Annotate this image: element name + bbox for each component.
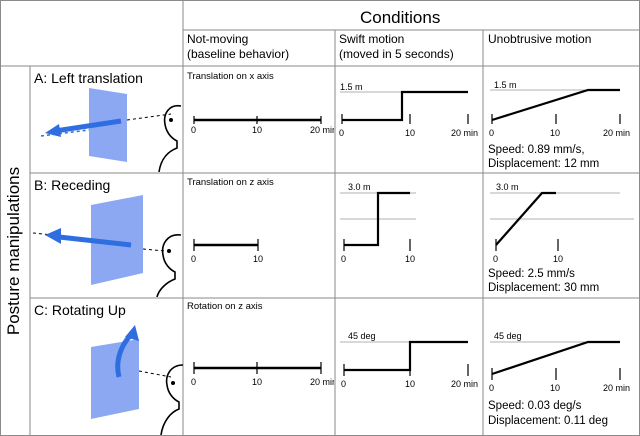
tick-0: 0	[191, 125, 196, 135]
tick-0: 0	[493, 254, 498, 264]
row-a-baseline-chart: 0 10 20 min	[191, 116, 334, 135]
row-a-speed: Speed: 0.89 mm/s,	[488, 144, 585, 156]
row-a-unobtrusive-level: 1.5 m	[494, 80, 517, 90]
head-silhouette	[156, 234, 182, 297]
tick-10: 10	[553, 254, 563, 264]
row-b-displacement: Displacement: 30 mm	[488, 282, 600, 294]
row-c-unobtrusive-level: 45 deg	[494, 331, 522, 341]
tick-0: 0	[489, 383, 494, 393]
tick-10: 10	[405, 254, 415, 264]
tick-0: 0	[489, 128, 494, 138]
head-silhouette	[158, 104, 182, 172]
row-b-swift-chart: 3.0 m 0 10	[340, 182, 416, 264]
tick-0: 0	[191, 377, 196, 387]
row-b-speed: Speed: 2.5 mm/s	[488, 268, 575, 280]
tick-20: 20 min	[603, 128, 630, 138]
tick-10: 10	[550, 383, 560, 393]
row-b-illustration	[32, 195, 182, 297]
row-b-swift-level: 3.0 m	[348, 182, 371, 192]
row-b-unobtrusive-level: 3.0 m	[496, 182, 519, 192]
tick-10: 10	[253, 254, 263, 264]
tick-10: 10	[252, 377, 262, 387]
row-c-baseline-chart: 0 10 20 min	[191, 362, 334, 387]
tick-10: 10	[405, 128, 415, 138]
posture-manipulations-label: Posture manipulations	[2, 70, 26, 432]
row-b-axis-caption: Translation on z axis	[187, 177, 274, 188]
row-a-displacement: Displacement: 12 mm	[488, 158, 600, 170]
row-a-illustration	[40, 88, 182, 172]
row-a-label: A: Left translation	[34, 70, 143, 86]
row-c-unobtrusive-chart: 45 deg 0 10 20 min	[489, 331, 630, 393]
tick-20: 20 min	[451, 128, 478, 138]
row-a-swift-chart: 1.5 m 0 10 20 min	[339, 82, 478, 138]
conditions-title: Conditions	[360, 8, 441, 27]
col-swift-title: Swift motion	[339, 32, 405, 46]
tick-20: 20 min	[451, 379, 478, 389]
tick-20: 20 min	[310, 125, 334, 135]
row-c-swift-chart: 45 deg 0 10 20 min	[340, 331, 478, 389]
tick-0: 0	[191, 254, 196, 264]
tick-20: 20 min	[603, 383, 630, 393]
col-swift-subtitle: (moved in 5 seconds)	[339, 47, 454, 61]
row-a-axis-caption: Translation on x axis	[187, 71, 274, 82]
row-b-label: B: Receding	[34, 177, 111, 193]
display-panel	[91, 339, 139, 419]
move-arrow	[54, 118, 122, 134]
col-not-moving-title: Not-moving	[187, 32, 249, 46]
col-unobtrusive-title: Unobtrusive motion	[488, 32, 592, 46]
tick-0: 0	[341, 254, 346, 264]
head-silhouette	[160, 364, 183, 435]
row-c-illustration	[91, 325, 183, 435]
row-c-speed: Speed: 0.03 deg/s	[488, 400, 582, 412]
tick-0: 0	[339, 128, 344, 138]
tick-10: 10	[252, 125, 262, 135]
row-b-unobtrusive-chart: 3.0 m 0 10	[490, 182, 634, 264]
row-c-swift-level: 45 deg	[348, 331, 376, 341]
col-not-moving-subtitle: (baseline behavior)	[187, 47, 290, 61]
tick-0: 0	[341, 379, 346, 389]
row-a-swift-level: 1.5 m	[340, 82, 363, 92]
row-c-label: C: Rotating Up	[34, 302, 126, 318]
posture-manipulations-text: Posture manipulations	[4, 166, 23, 336]
move-arrow	[58, 234, 132, 248]
display-panel	[91, 195, 143, 285]
row-b-baseline-chart: 0 10	[191, 239, 263, 264]
tick-10: 10	[405, 379, 415, 389]
tick-10: 10	[550, 128, 560, 138]
tick-20: 20 min	[310, 377, 334, 387]
row-c-axis-caption: Rotation on z axis	[187, 301, 263, 312]
row-c-displacement: Displacement: 0.11 deg	[488, 415, 608, 427]
row-a-unobtrusive-chart: 1.5 m 0 10 20 min	[489, 80, 630, 138]
